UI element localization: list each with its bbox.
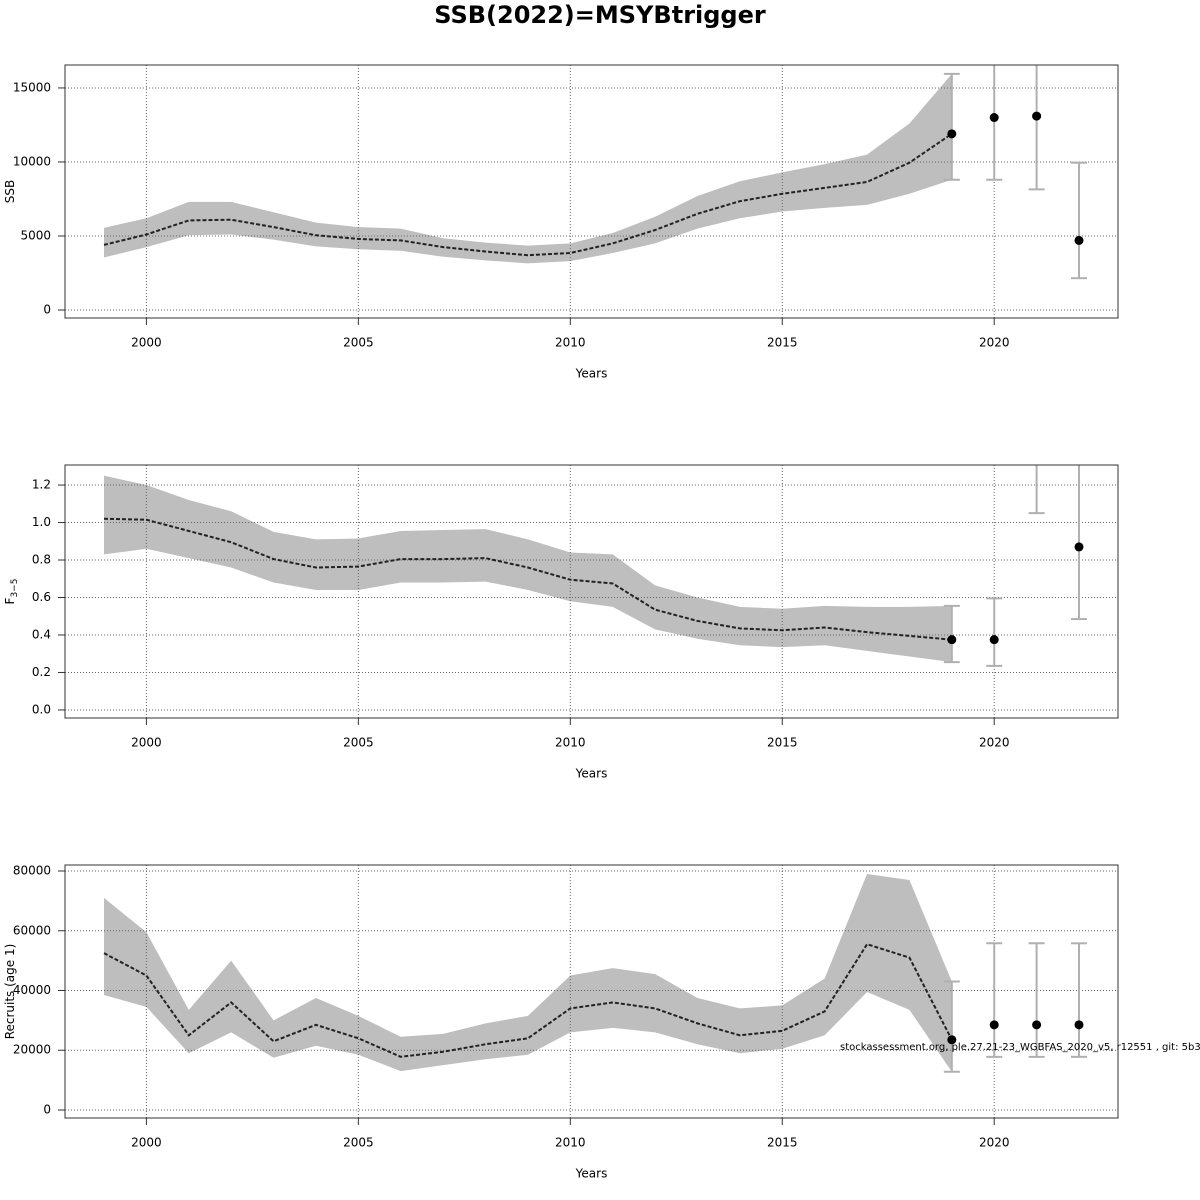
forecast-point xyxy=(1032,424,1041,433)
x-tick-label: 2000 xyxy=(131,336,162,350)
confidence-band xyxy=(104,475,952,663)
y-tick-label: 0 xyxy=(43,1102,51,1116)
forecast-point xyxy=(1074,542,1084,552)
y-tick-label: 1.0 xyxy=(32,515,51,529)
y-axis-label: F3−5 xyxy=(3,579,20,605)
x-tick-label: 2020 xyxy=(979,1136,1010,1150)
plot-frame xyxy=(64,464,1119,719)
forecast-point xyxy=(947,1035,957,1045)
forecast-point xyxy=(947,129,957,139)
panel: 2000 2005 2010 2015 2020 0 20000 40000 60000 8000… xyxy=(3,864,1200,1181)
plot-frame xyxy=(64,864,1119,1119)
plot-area xyxy=(65,865,1118,1118)
forecast-point xyxy=(989,1020,999,1030)
y-axis-label: SSB xyxy=(3,180,17,203)
plot-area xyxy=(65,65,1118,318)
y-axis-label-main: Recruits (age 1) xyxy=(3,944,17,1040)
panel: 2000 2005 2010 2015 2020 0.0 0.2 0.4 0.6 0.8 1.0 1.… xyxy=(3,424,1119,781)
plot-area xyxy=(65,424,1118,718)
x-tick-label: 2000 xyxy=(131,736,162,750)
x-tick-label: 2010 xyxy=(555,736,586,750)
x-tick-label: 2015 xyxy=(767,336,798,350)
forecast-point xyxy=(1074,1020,1084,1030)
y-axis-label-main: SSB xyxy=(3,180,17,203)
x-axis-label: Years xyxy=(575,367,608,381)
x-tick-label: 2010 xyxy=(555,1136,586,1150)
confidence-band xyxy=(104,73,952,264)
x-tick-label: 2015 xyxy=(767,1136,798,1150)
panel: 2000 2005 2010 2015 2020 0 5000 10000 15000 Years… xyxy=(3,64,1119,381)
x-tick-label: 2005 xyxy=(343,336,374,350)
y-tick-label: 20000 xyxy=(13,1043,51,1057)
y-axis-label-main: F xyxy=(3,597,17,604)
y-tick-label: 0.6 xyxy=(32,590,51,604)
forecast-point xyxy=(1032,111,1042,121)
x-tick-label: 2020 xyxy=(979,336,1010,350)
forecast-point xyxy=(989,113,999,123)
y-tick-label: 60000 xyxy=(13,923,51,937)
y-tick-label: 1.2 xyxy=(32,478,51,492)
forecast-point xyxy=(947,635,957,645)
figure-title: SSB(2022)=MSYBtrigger xyxy=(434,1,766,29)
x-axis-label: Years xyxy=(575,1167,608,1181)
y-tick-label: 0.2 xyxy=(32,665,51,679)
x-tick-label: 2020 xyxy=(979,736,1010,750)
plot-frame xyxy=(64,64,1119,319)
x-tick-label: 2015 xyxy=(767,736,798,750)
x-tick-label: 2005 xyxy=(343,1136,374,1150)
y-tick-label: 0.4 xyxy=(32,627,51,641)
estimate-line xyxy=(103,943,953,1058)
x-tick-label: 2000 xyxy=(131,1136,162,1150)
x-tick-label: 2010 xyxy=(555,336,586,350)
y-tick-label: 15000 xyxy=(13,80,51,94)
y-tick-label: 0 xyxy=(43,303,51,317)
estimate-line xyxy=(103,517,952,641)
y-tick-label: 10000 xyxy=(13,154,51,168)
y-tick-label: 0.8 xyxy=(32,553,51,567)
y-tick-label: 80000 xyxy=(13,864,51,878)
forecast-point xyxy=(1074,235,1084,245)
y-axis-label: Recruits (age 1) xyxy=(3,944,17,1040)
y-tick-label: 5000 xyxy=(20,228,51,242)
y-axis-label-sub: 3−5 xyxy=(10,579,20,598)
x-axis-label: Years xyxy=(575,767,608,781)
y-tick-label: 40000 xyxy=(13,983,51,997)
y-tick-label: 0.0 xyxy=(32,702,51,716)
estimate-line xyxy=(103,133,953,257)
forecast-point xyxy=(1032,1020,1042,1030)
x-tick-label: 2005 xyxy=(343,736,374,750)
forecast-point xyxy=(989,635,999,645)
confidence-band xyxy=(104,873,952,1072)
annotation: stockassessment.org, ple.27.21-23_WGBFAS… xyxy=(840,1042,1200,1053)
